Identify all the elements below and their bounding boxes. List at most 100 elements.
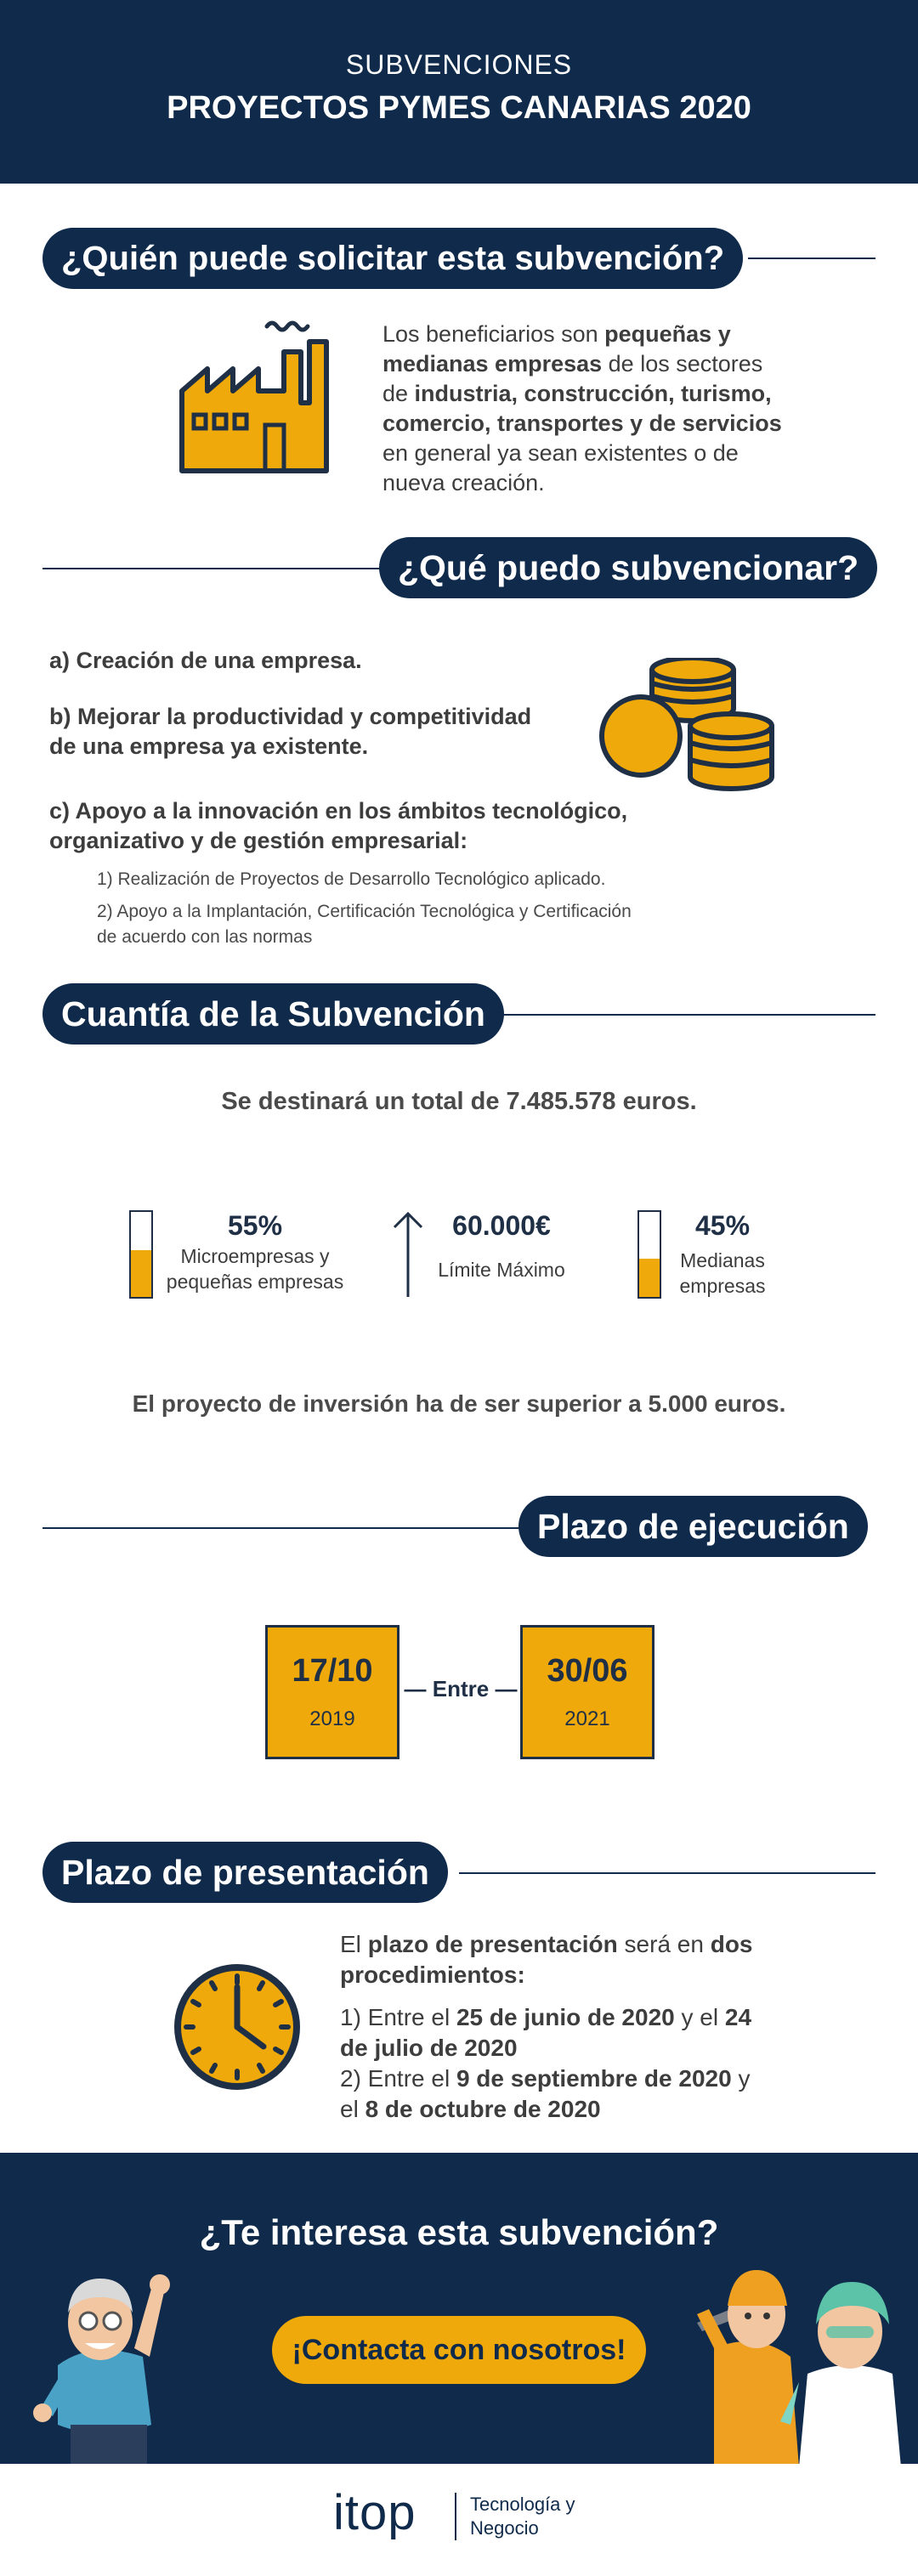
arrow-up-icon bbox=[393, 1211, 423, 1297]
stat1-value: 55% bbox=[227, 1210, 283, 1241]
presentation-description-line: el 8 de octubre de 2020 bbox=[340, 2094, 884, 2125]
presentation-description-text-run: El bbox=[340, 1931, 368, 1957]
stat3-label-line1: Medianas bbox=[680, 1249, 765, 1271]
header-subtitle: SUBVENCIONES bbox=[345, 49, 573, 80]
what-item-c-line2: organizativo y de gestión empresarial: bbox=[49, 828, 468, 853]
start-date-year: 2019 bbox=[309, 1707, 355, 1730]
what-subitem-2-line2: de acuerdo con las normas bbox=[97, 927, 313, 947]
clock-tick bbox=[257, 1980, 265, 1991]
what-item-a: a) Creación de una empresa. bbox=[49, 648, 362, 673]
presentation-description-text-run: 2) Entre el bbox=[340, 2065, 456, 2092]
presentation-description-line: 1) Entre el 25 de junio de 2020 y el 24 bbox=[340, 2002, 884, 2033]
what-item-b-line2: de una empresa ya existente. bbox=[49, 733, 369, 759]
clock-tick bbox=[273, 1999, 284, 2007]
divider-line bbox=[748, 258, 876, 259]
presentation-description-text-run: procedimientos: bbox=[340, 1962, 525, 1988]
section-heading-who: ¿Quién puede solicitar esta subvención? bbox=[42, 228, 744, 289]
stat2-value: 60.000€ bbox=[452, 1210, 551, 1241]
header-banner: SUBVENCIONES PROYECTOS PYMES CANARIAS 20… bbox=[0, 0, 918, 184]
stat1-bar bbox=[129, 1210, 153, 1299]
who-description-text-run: Los beneficiarios son bbox=[382, 321, 605, 347]
clock-tick bbox=[190, 2047, 201, 2055]
who-description-text-run: pequeñas y bbox=[604, 321, 731, 347]
clock-tick bbox=[209, 2063, 218, 2074]
presentation-description-line bbox=[340, 1990, 884, 2002]
footer-tagline-line1: Tecnología y bbox=[470, 2494, 575, 2515]
section-heading-what: ¿Qué puedo subvencionar? bbox=[379, 537, 878, 598]
who-description-text-run: industria, construcción, turismo, bbox=[414, 381, 772, 406]
footer-tagline-line2: Negocio bbox=[470, 2517, 539, 2539]
who-description-line: en general ya sean existentes o de bbox=[382, 439, 892, 468]
what-item-b-line1: b) Mejorar la productividad y competitiv… bbox=[49, 704, 532, 729]
stat2-label: Límite Máximo bbox=[438, 1259, 565, 1281]
presentation-description-text-run: 25 de junio de 2020 bbox=[456, 2004, 675, 2030]
amount-total: Se destinará un total de 7.485.578 euros… bbox=[221, 1088, 697, 1115]
coins-icon bbox=[599, 658, 774, 791]
section-heading-amount: Cuantía de la Subvención bbox=[42, 983, 504, 1045]
stat1-bar-fill bbox=[131, 1250, 151, 1297]
clock-tick bbox=[257, 2063, 265, 2074]
who-description-text-run: nueva creación. bbox=[382, 470, 545, 495]
stat1-label-line1: Microempresas y bbox=[180, 1245, 330, 1267]
section-heading-presentation: Plazo de presentación bbox=[42, 1842, 448, 1903]
divider-line bbox=[42, 568, 391, 569]
presentation-description-line: procedimientos: bbox=[340, 1960, 884, 1990]
start-date-box: 17/10 2019 bbox=[265, 1625, 400, 1759]
contact-button[interactable]: ¡Contacta con nosotros! bbox=[272, 2316, 646, 2384]
presentation-description-text-run: de julio de 2020 bbox=[340, 2035, 518, 2061]
who-description-text-run: de bbox=[382, 381, 415, 406]
who-description: Los beneficiarios son pequeñas y medianas… bbox=[382, 320, 892, 498]
what-subitem-1: 1) Realización de Proyectos de Desarroll… bbox=[97, 869, 606, 889]
start-date-day: 17/10 bbox=[292, 1653, 373, 1689]
presentation-description-text-run: dos bbox=[710, 1931, 753, 1957]
presentation-description-text-run: 9 de septiembre de 2020 bbox=[456, 2065, 732, 2092]
presentation-description-line: de julio de 2020 bbox=[340, 2033, 884, 2064]
presentation-description-text-run: y bbox=[731, 2065, 751, 2092]
who-description-text-run: de los sectores bbox=[602, 351, 763, 376]
clock-tick bbox=[190, 1999, 201, 2007]
cta-question: ¿Te interesa esta subvención? bbox=[199, 2212, 719, 2252]
who-description-text-run: en general ya sean existentes o de bbox=[382, 440, 739, 466]
who-description-line: nueva creación. bbox=[382, 468, 892, 498]
presentation-description-line: 2) Entre el 9 de septiembre de 2020 y bbox=[340, 2064, 884, 2094]
presentation-description: El plazo de presentación será en dos proc… bbox=[340, 1929, 884, 2125]
stat3-bar-fill bbox=[639, 1259, 660, 1297]
who-description-line: Los beneficiarios son pequeñas y bbox=[382, 320, 892, 349]
divider-line bbox=[42, 1527, 536, 1529]
cta-banner: ¿Te interesa esta subvención? ¡Contacta … bbox=[0, 2153, 918, 2464]
end-date-box: 30/06 2021 bbox=[520, 1625, 654, 1759]
who-description-line: de industria, construcción, turismo, bbox=[382, 379, 892, 409]
what-subitem-2-line1: 2) Apoyo a la Implantación, Certificació… bbox=[97, 902, 632, 921]
end-date-day: 30/06 bbox=[547, 1653, 628, 1689]
divider-line bbox=[459, 1872, 876, 1874]
who-description-text-run: medianas empresas bbox=[382, 351, 603, 376]
stat3-value: 45% bbox=[694, 1210, 751, 1241]
amount-minimum: El proyecto de inversión ha de ser super… bbox=[132, 1390, 786, 1417]
footer: itop Tecnología y Negocio bbox=[0, 2464, 918, 2576]
clock-icon bbox=[174, 1964, 300, 2090]
end-date-year: 2021 bbox=[564, 1707, 610, 1730]
what-item-c-line1: c) Apoyo a la innovación en los ámbitos … bbox=[49, 798, 628, 824]
presentation-description-line: El plazo de presentación será en dos bbox=[340, 1929, 884, 1960]
presentation-description-text-run: 8 de octubre de 2020 bbox=[365, 2096, 601, 2122]
divider-line bbox=[476, 1014, 876, 1016]
who-description-line: medianas empresas de los sectores bbox=[382, 349, 892, 379]
presentation-description-text-run: plazo de presentación bbox=[367, 1931, 618, 1957]
header-title: PROYECTOS PYMES CANARIAS 2020 bbox=[167, 90, 751, 126]
presentation-description-text-run: el bbox=[340, 2096, 366, 2122]
logo-divider bbox=[455, 2493, 456, 2540]
footer-tagline: Tecnología y Negocio bbox=[470, 2493, 575, 2540]
stat3-bar bbox=[638, 1210, 661, 1299]
stat1-label-line2: pequeñas empresas bbox=[166, 1271, 344, 1293]
clock-tick bbox=[273, 2047, 284, 2055]
itop-logo[interactable]: itop bbox=[333, 2485, 416, 2540]
people-illustration-right bbox=[697, 2270, 901, 2464]
presentation-description-text-run: será en bbox=[617, 1931, 711, 1957]
stat3-label-line2: empresas bbox=[679, 1275, 766, 1297]
presentation-description-text-run: y el bbox=[674, 2004, 725, 2030]
presentation-description-text-run: 24 bbox=[724, 2004, 752, 2030]
presentation-description-text-run: 1) Entre el bbox=[340, 2004, 456, 2030]
who-description-line: comercio, transportes y de servicios bbox=[382, 409, 892, 439]
person-illustration-left bbox=[33, 2274, 170, 2464]
between-label: — Entre — bbox=[404, 1676, 518, 1701]
